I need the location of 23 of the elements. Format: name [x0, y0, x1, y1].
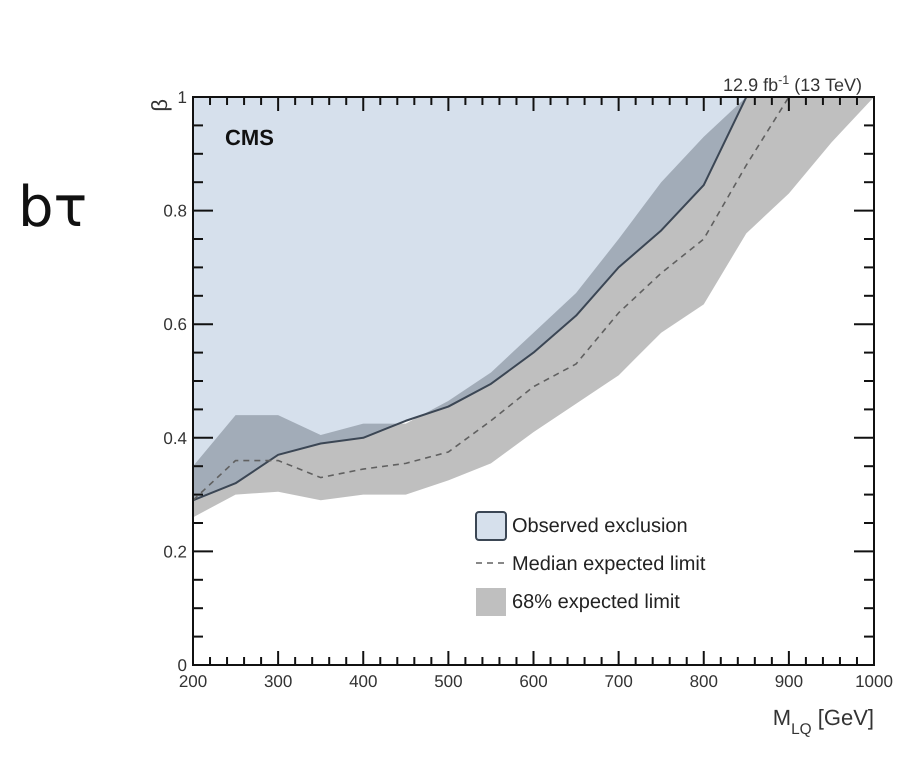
annotation: CMS	[225, 125, 274, 150]
y-tick-label: 0.6	[163, 315, 187, 334]
y-tick-label: 1	[178, 88, 187, 107]
x-tick-label: 1000	[855, 672, 893, 691]
y-tick-label: 0.2	[163, 542, 187, 562]
x-tick-label: 300	[264, 672, 292, 691]
annotation: 68% expected limit	[512, 591, 680, 613]
text: bτ	[18, 175, 88, 240]
x-tick-label: 600	[519, 672, 548, 691]
y-tick-label: 0.4	[163, 428, 187, 448]
x-tick-label: 500	[434, 672, 463, 691]
x-tick-label: 800	[690, 672, 718, 691]
y-tick-label: 0.8	[163, 202, 187, 221]
x-tick-label: 900	[774, 672, 804, 691]
chart-title: 12.9 fb$^{-1}$ (13 TeV)	[723, 73, 862, 95]
x-axis-title: M$_{LQ}$ [GeV]	[772, 705, 874, 738]
y-axis-title: β	[147, 99, 172, 112]
y-tick-label: 0	[178, 656, 187, 675]
legend-label: Observed exclusion	[512, 515, 688, 537]
x-tick-label: 200	[178, 672, 208, 691]
x-tick-label: 700	[604, 672, 633, 691]
x-tick-label: 400	[349, 672, 378, 691]
legend-label: Median expected limit	[512, 553, 706, 575]
